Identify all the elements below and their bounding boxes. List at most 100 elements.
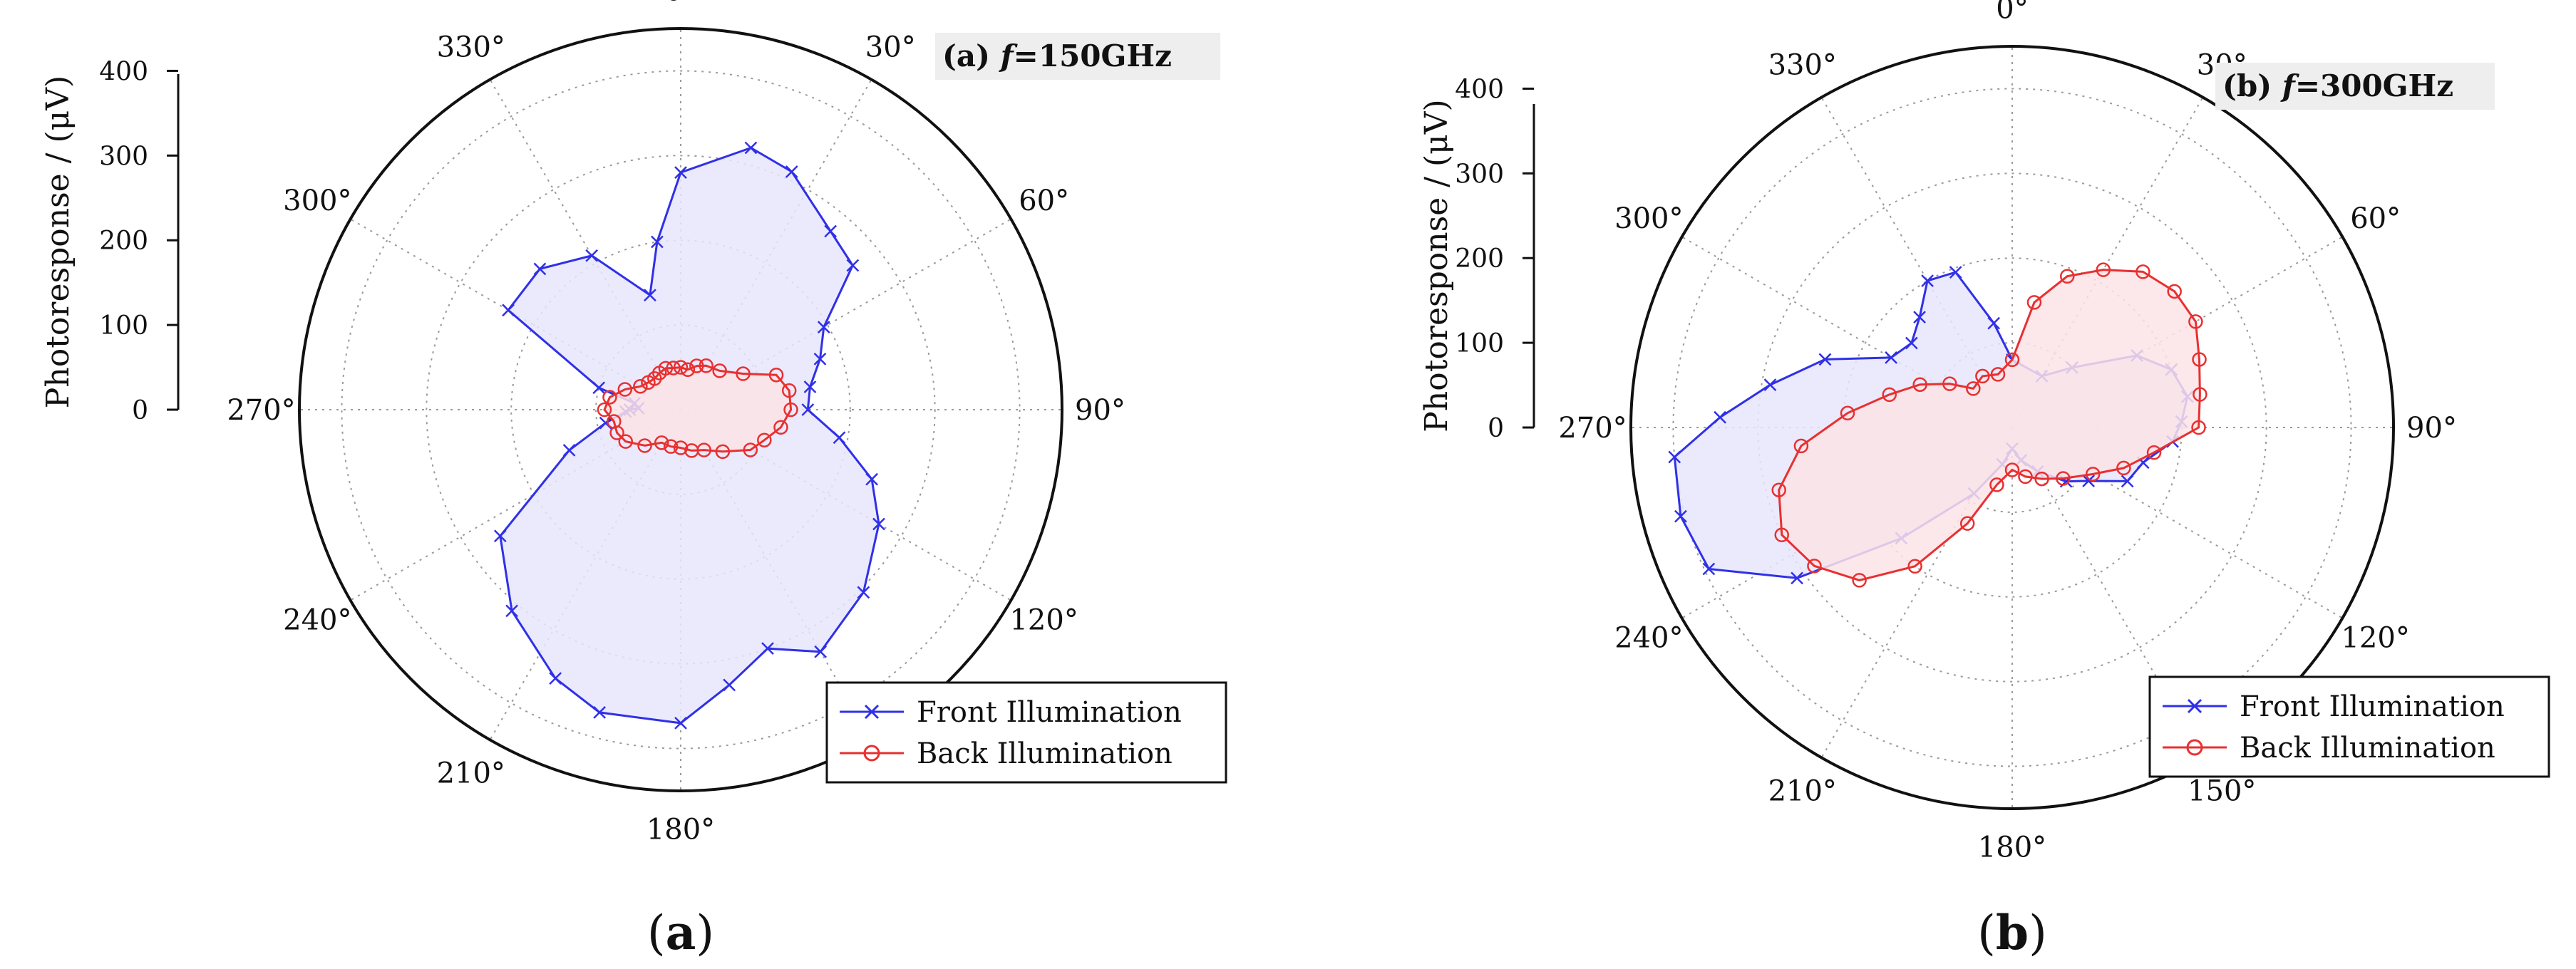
data-point-back	[757, 432, 772, 447]
series-area-back	[1778, 269, 2201, 581]
polar-chart-b: 0°30°60°90°120°150°180°210°240°270°300°3…	[1418, 0, 2550, 960]
data-point-back	[684, 443, 699, 458]
radial-tick-label: 100	[99, 311, 148, 341]
data-point-back	[2188, 314, 2203, 329]
angle-label: 300°	[1614, 202, 1683, 235]
angle-label: 30°	[865, 31, 916, 63]
legend-marker-front-a	[864, 704, 880, 720]
title-box-b	[2215, 63, 2495, 110]
data-point-front	[723, 678, 736, 692]
data-point-front	[1921, 274, 1934, 287]
grid-ring	[341, 70, 1021, 750]
data-point-back	[2034, 471, 2049, 487]
data-point-back	[617, 382, 633, 397]
data-point-front	[846, 259, 860, 272]
data-point-front	[1885, 351, 1897, 364]
data-point-front	[1987, 316, 2001, 330]
data-point-front	[813, 352, 827, 366]
data-point-front	[872, 517, 885, 531]
grid-ring	[1672, 88, 2352, 767]
data-point-back	[637, 438, 652, 453]
data-point-front	[865, 472, 879, 486]
data-point-front	[2121, 475, 2134, 488]
angle-label: 210°	[437, 757, 505, 790]
radial-tick-label: 0	[1488, 414, 1504, 443]
data-point-back	[1840, 405, 1855, 421]
data-point-back	[2191, 420, 2206, 435]
data-point-back	[689, 358, 704, 373]
data-point-back	[2004, 352, 2020, 368]
series-group-a	[493, 141, 885, 730]
radial-tick-label: 0	[132, 396, 148, 425]
data-point-front	[1674, 509, 1687, 523]
legend-b: Front Illumination Back Illumination	[2148, 675, 2550, 778]
data-point-back	[699, 358, 713, 373]
data-point-front	[1905, 336, 1918, 350]
data-point-back	[1959, 516, 1975, 531]
data-point-back	[1882, 387, 1897, 403]
data-point-front	[585, 249, 599, 262]
angle-label: 240°	[283, 603, 351, 636]
chart-title-text-a: (a) f=150GHz	[942, 38, 1172, 73]
data-point-back	[1966, 381, 1981, 396]
data-point-back	[2018, 469, 2033, 484]
angle-label: 0°	[1996, 0, 2028, 26]
legend-box-a	[825, 681, 1227, 784]
data-point-back	[2116, 460, 2131, 476]
angle-label: 330°	[437, 31, 505, 63]
data-point-back	[2026, 295, 2042, 310]
data-point-front	[549, 672, 562, 685]
radial-tick-label: 200	[99, 227, 148, 256]
radial-tick-label: 400	[1455, 75, 1504, 104]
data-point-back	[1942, 376, 1957, 391]
data-point-back	[633, 379, 648, 394]
polar-frame	[298, 27, 1063, 792]
radial-tick-label: 100	[1455, 329, 1504, 358]
data-point-back	[654, 435, 669, 450]
data-point-back	[783, 402, 798, 418]
data-point-back	[607, 414, 622, 429]
data-point-front	[803, 380, 817, 393]
legend-marker-front-b	[2187, 698, 2203, 714]
data-point-back	[666, 361, 681, 375]
data-point-back	[1990, 367, 2006, 382]
data-point-back	[1907, 559, 1922, 574]
data-point-front	[592, 381, 606, 395]
data-point-front	[801, 403, 815, 416]
data-point-back	[597, 402, 612, 418]
angle-labels-b: 0°30°60°90°120°150°180°210°240°270°300°3…	[1558, 0, 2457, 864]
data-point-back	[773, 420, 788, 435]
angle-label: 270°	[1558, 412, 1627, 445]
data-point-back	[1774, 527, 1790, 542]
data-point-front	[1791, 571, 1803, 585]
data-point-front	[857, 586, 870, 599]
data-point-back	[781, 383, 797, 398]
legend-box-b	[2148, 675, 2550, 778]
angle-label: 240°	[1614, 621, 1683, 654]
chart-title-a: (a) f=150GHz	[935, 33, 1220, 80]
angle-label: 330°	[1768, 48, 1837, 81]
radial-tick-label: 300	[1455, 160, 1504, 189]
data-point-back	[1793, 438, 1809, 454]
data-point-back	[768, 367, 784, 383]
data-point-back	[715, 444, 731, 460]
data-point-front	[1714, 410, 1726, 424]
legend-label-front-b: Front Illumination	[2240, 690, 2505, 723]
angle-label: 300°	[283, 185, 351, 217]
data-point-front	[1668, 450, 1681, 464]
data-point-back	[680, 362, 696, 378]
data-point-back	[602, 390, 617, 405]
data-point-front	[833, 431, 846, 445]
angle-label: 0°	[664, 0, 696, 8]
data-point-back	[2167, 284, 2182, 299]
angle-label: 180°	[1978, 831, 2046, 864]
data-point-back	[673, 360, 689, 375]
data-point-front	[674, 717, 687, 730]
chart-title-b: (b) f=300GHz	[2215, 63, 2495, 110]
caption-a: (a)	[647, 905, 714, 960]
legend-marker-back-a	[863, 745, 880, 762]
data-point-front	[644, 289, 656, 302]
angle-label: 210°	[1768, 775, 1837, 808]
data-point-back	[736, 366, 751, 381]
data-point-front	[2082, 475, 2096, 487]
